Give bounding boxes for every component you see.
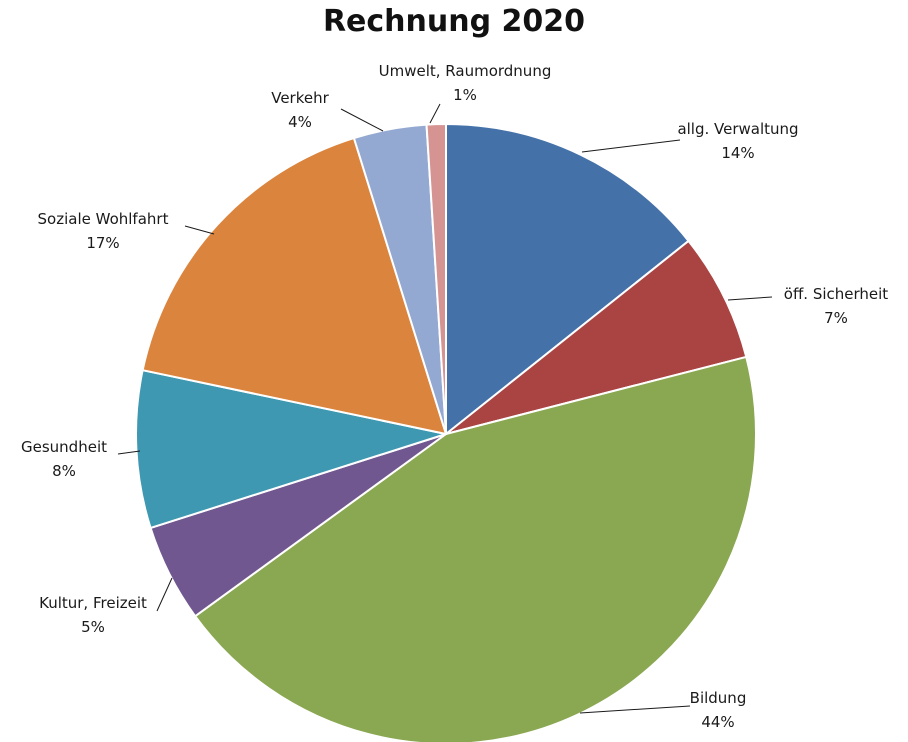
leader-line-oeff-sicherheit (727, 296, 773, 301)
leader-line-verkehr (340, 108, 384, 132)
slice-label-verkehr: Verkehr (271, 89, 329, 107)
slice-label-umwelt-raumordnung: Umwelt, Raumordnung (379, 62, 552, 80)
pie-slices (135, 122, 757, 742)
pie-slice-gesundheit (135, 369, 447, 529)
slice-label-gesundheit: Gesundheit (21, 438, 107, 456)
leader-line-kultur-freizeit (156, 577, 173, 612)
slice-label-allg-verwaltung: allg. Verwaltung (677, 120, 798, 138)
slice-percent-verkehr: 4% (288, 113, 312, 131)
leader-lines (117, 103, 773, 714)
slice-percent-oeff-sicherheit: 7% (824, 309, 848, 327)
leader-line-allg-verwaltung (581, 139, 681, 153)
slice-percent-gesundheit: 8% (52, 462, 76, 480)
slice-label-bildung: Bildung (690, 689, 747, 707)
pie-slice-soziale-wohlfahrt (141, 136, 447, 435)
leader-line-gesundheit (117, 450, 141, 455)
slice-label-kultur-freizeit: Kultur, Freizeit (39, 594, 147, 612)
slice-labels: allg. Verwaltung 14% öff. Sicherheit 7% Bild… (21, 62, 888, 731)
pie-slice-umwelt-raumordnung (425, 122, 447, 435)
slice-percent-soziale-wohlfahrt: 17% (86, 234, 119, 252)
slice-label-soziale-wohlfahrt: Soziale Wohlfahrt (38, 210, 169, 228)
pie-slice-allg-verwaltung (445, 123, 690, 435)
slice-label-oeff-sicherheit: öff. Sicherheit (784, 285, 889, 303)
leader-line-umwelt-raumordnung (429, 103, 441, 124)
pie-slice-bildung (194, 355, 757, 742)
chart-title: Rechnung 2020 (322, 4, 586, 39)
slice-percent-bildung: 44% (701, 713, 734, 731)
leader-line-bildung (579, 705, 691, 714)
pie-slice-oeff-sicherheit (445, 239, 748, 435)
slice-percent-umwelt-raumordnung: 1% (453, 86, 477, 104)
slice-percent-allg-verwaltung: 14% (721, 144, 754, 162)
slice-percent-kultur-freizeit: 5% (81, 618, 105, 636)
leader-line-soziale-wohlfahrt (184, 225, 215, 235)
